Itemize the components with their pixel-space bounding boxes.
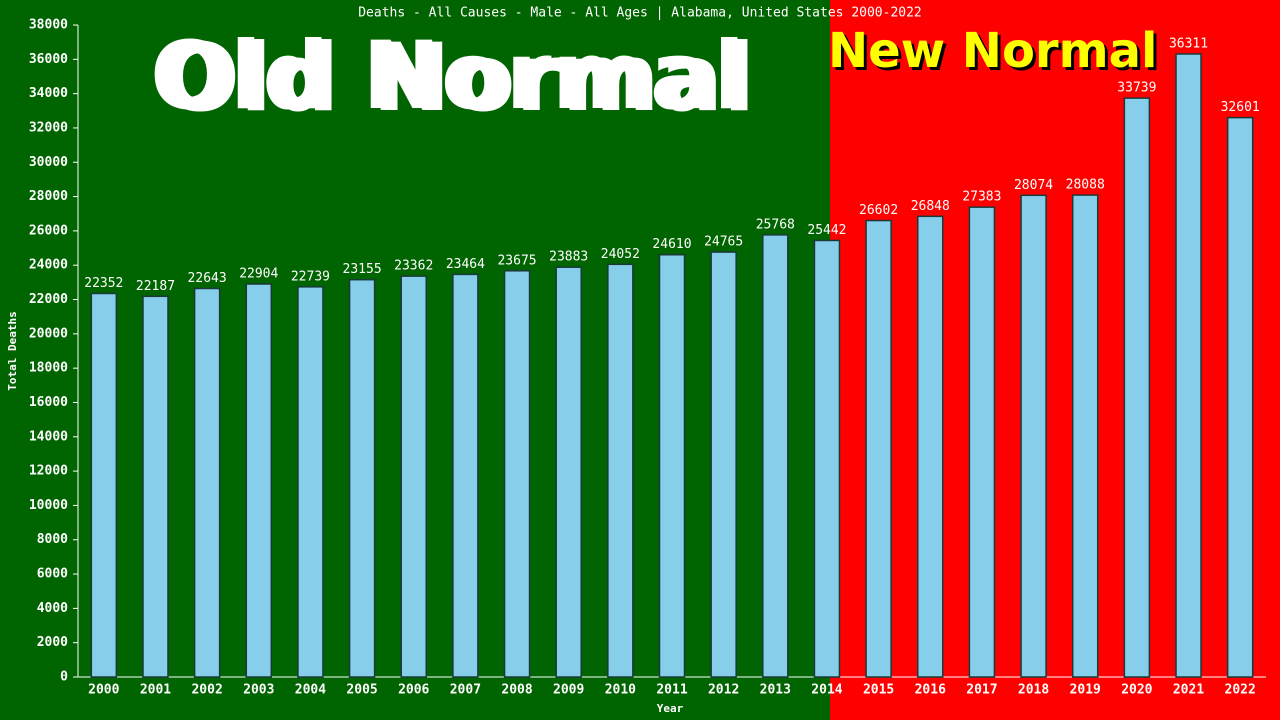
bar <box>865 219 892 678</box>
y-tick-label: 26000 <box>29 223 68 238</box>
x-tick-label: 2010 <box>605 683 636 698</box>
x-tick-label: 2006 <box>398 683 429 698</box>
x-tick-label: 2013 <box>760 683 791 698</box>
y-tick-label: 14000 <box>29 429 68 444</box>
value-label: 24765 <box>704 235 743 250</box>
bar <box>503 270 531 678</box>
bar <box>452 273 479 678</box>
value-label: 22739 <box>291 269 330 284</box>
y-tick-label: 10000 <box>29 498 68 513</box>
x-tick-label: 2016 <box>915 683 946 698</box>
y-tick-label: 4000 <box>37 601 68 616</box>
annotation-shadow: Old Normal <box>160 24 755 133</box>
x-tick-label: 2017 <box>966 683 997 698</box>
y-tick-label: 22000 <box>29 292 68 307</box>
x-tick-label: 2009 <box>553 683 584 698</box>
x-tick-label: 2018 <box>1018 683 1049 698</box>
bar <box>710 251 737 678</box>
bar <box>1071 194 1099 678</box>
x-tick-label: 2021 <box>1173 683 1204 698</box>
value-label: 36311 <box>1169 36 1208 51</box>
x-tick-label: 2001 <box>140 683 171 698</box>
value-label: 26848 <box>911 199 950 214</box>
value-label: 33739 <box>1117 81 1156 96</box>
y-tick-label: 20000 <box>29 326 68 341</box>
value-label: 25442 <box>807 223 846 238</box>
x-tick-label: 2014 <box>811 683 842 698</box>
bar <box>1226 116 1254 678</box>
value-label: 23362 <box>394 259 433 274</box>
value-label: 28088 <box>1066 178 1105 193</box>
bar <box>1123 97 1151 678</box>
value-label: 26602 <box>859 203 898 218</box>
bar <box>917 215 944 678</box>
bar <box>90 292 118 678</box>
bar <box>193 287 221 678</box>
x-axis-label: Year <box>657 702 684 715</box>
value-label: 22904 <box>239 267 278 282</box>
bar <box>762 234 789 678</box>
chart-title: Deaths - All Causes - Male - All Ages | … <box>358 6 922 21</box>
x-tick-label: 2011 <box>656 683 687 698</box>
x-tick-label: 2007 <box>450 683 481 698</box>
bar <box>658 253 686 678</box>
y-tick-label: 28000 <box>29 189 68 204</box>
annotation: New Normal <box>828 23 1157 79</box>
y-tick-label: 0 <box>60 670 68 685</box>
y-tick-label: 36000 <box>29 52 68 67</box>
x-tick-label: 2015 <box>863 683 894 698</box>
bar <box>348 278 376 678</box>
x-tick-label: 2020 <box>1121 683 1152 698</box>
value-label: 23464 <box>446 257 485 272</box>
y-tick-label: 16000 <box>29 395 68 410</box>
bar <box>245 283 273 678</box>
bar <box>555 266 582 678</box>
y-tick-label: 38000 <box>29 18 68 33</box>
y-tick-label: 6000 <box>37 567 68 582</box>
value-label: 24610 <box>652 237 691 252</box>
value-label: 23155 <box>343 262 382 277</box>
value-label: 32601 <box>1221 100 1260 115</box>
value-label: 22643 <box>188 271 227 286</box>
bar <box>297 286 324 678</box>
value-label: 22352 <box>84 276 123 291</box>
y-axis-label: Total Deaths <box>6 311 19 390</box>
value-label: 22187 <box>136 279 175 294</box>
y-tick-label: 30000 <box>29 155 68 170</box>
x-tick-label: 2005 <box>346 683 377 698</box>
y-tick-label: 32000 <box>29 120 68 135</box>
y-tick-label: 24000 <box>29 258 68 273</box>
value-label: 25768 <box>756 217 795 232</box>
bar <box>1175 53 1202 678</box>
x-tick-label: 2004 <box>295 683 326 698</box>
x-tick-label: 2012 <box>708 683 739 698</box>
x-tick-label: 2022 <box>1225 683 1256 698</box>
bar <box>813 239 841 678</box>
y-tick-label: 34000 <box>29 86 68 101</box>
value-label: 24052 <box>601 247 640 262</box>
y-tick-label: 12000 <box>29 464 68 479</box>
value-label: 27383 <box>962 190 1001 205</box>
bar <box>968 206 996 678</box>
x-tick-label: 2000 <box>88 683 119 698</box>
y-tick-label: 8000 <box>37 532 68 547</box>
value-label: 28074 <box>1014 178 1053 193</box>
bar <box>400 275 427 678</box>
bar <box>1020 194 1047 678</box>
x-tick-label: 2019 <box>1070 683 1101 698</box>
x-tick-label: 2002 <box>191 683 222 698</box>
bar <box>607 263 634 678</box>
bar <box>142 295 169 678</box>
y-tick-label: 18000 <box>29 361 68 376</box>
y-tick-label: 2000 <box>37 635 68 650</box>
new-region <box>830 0 1280 720</box>
value-label: 23675 <box>497 253 536 268</box>
x-tick-label: 2008 <box>501 683 532 698</box>
annotation: Old Normal <box>150 22 745 131</box>
value-label: 23883 <box>549 250 588 265</box>
annotation-shadow: New Normal <box>831 26 1160 82</box>
x-tick-label: 2003 <box>243 683 274 698</box>
